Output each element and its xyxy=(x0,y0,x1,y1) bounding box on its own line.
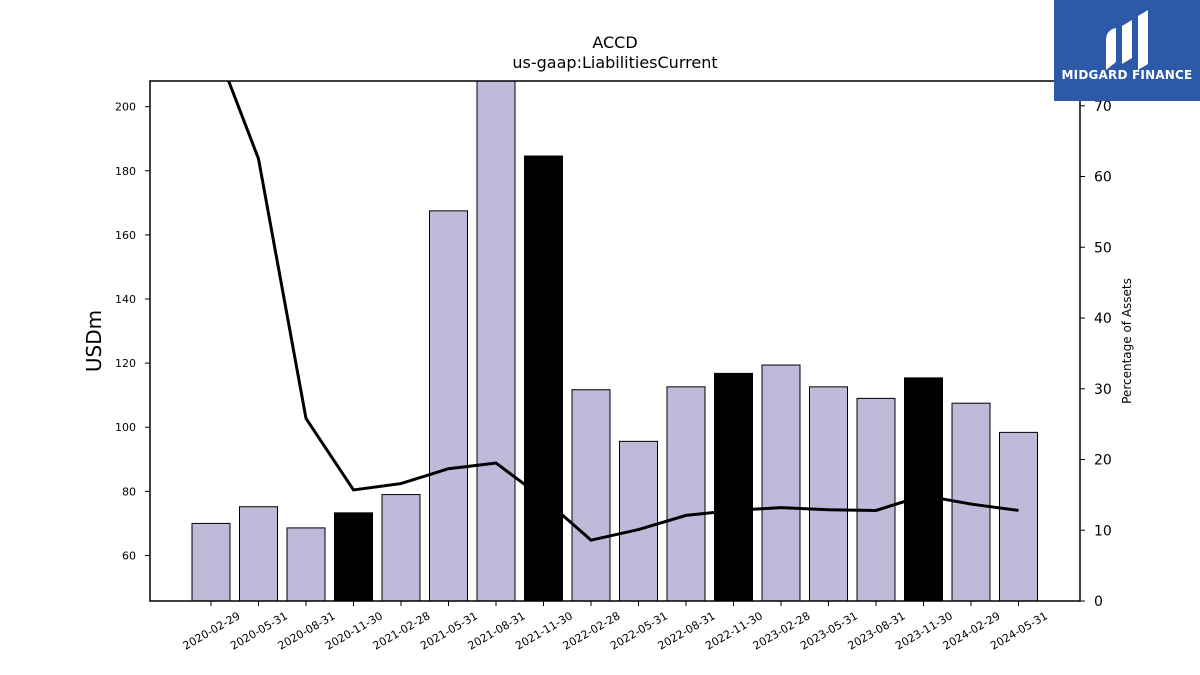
y-axis-label: USDm xyxy=(82,310,106,372)
bar xyxy=(809,386,848,602)
y-tick-label: 120 xyxy=(115,357,136,370)
bar xyxy=(524,155,563,602)
y2-tick-label: 40 xyxy=(1094,311,1112,327)
y-tick-label: 200 xyxy=(115,101,136,114)
y2-tick-label: 60 xyxy=(1094,170,1112,186)
bar xyxy=(334,512,373,602)
y-tick-label: 140 xyxy=(115,293,136,306)
y2-tick-label: 50 xyxy=(1094,240,1112,256)
bar xyxy=(381,494,421,602)
y2-tick-label: 30 xyxy=(1094,382,1112,398)
y2-axis-label: Percentage of Assets xyxy=(1120,278,1134,404)
y-tick-label: 160 xyxy=(115,229,136,242)
bar xyxy=(714,372,753,602)
bar xyxy=(429,210,468,602)
chart-subtitle: us-gaap:LiabilitiesCurrent xyxy=(512,53,717,72)
y2-tick-label: 0 xyxy=(1094,594,1103,610)
y-axis-left: 60 80 100 120 140 160 180 200 xyxy=(115,101,150,562)
y2-tick-label: 70 xyxy=(1094,99,1112,115)
bar xyxy=(904,377,943,602)
logo-mark-icon xyxy=(1106,10,1148,70)
bar xyxy=(286,527,326,602)
bar xyxy=(999,431,1038,602)
y2-tick-label: 10 xyxy=(1094,523,1112,539)
percent-line xyxy=(227,81,1019,542)
y-tick-label: 80 xyxy=(122,485,136,498)
line-series xyxy=(227,81,1019,542)
bar xyxy=(761,364,801,602)
bar-series xyxy=(191,80,1038,602)
y-tick-label: 180 xyxy=(115,165,136,178)
bar xyxy=(856,397,896,602)
brand-logo: MIDGARD FINANCE xyxy=(1054,0,1200,101)
y-tick-label: 60 xyxy=(122,549,136,562)
x-axis: 2020-02-292020-05-312020-08-312020-11-30… xyxy=(181,601,1050,653)
bar xyxy=(571,389,611,602)
bar xyxy=(666,386,706,602)
y2-tick-label: 20 xyxy=(1094,453,1112,469)
brand-name: MIDGARD FINANCE xyxy=(1061,68,1193,82)
y-tick-label: 100 xyxy=(115,421,136,434)
bar xyxy=(476,80,516,602)
y-axis-right: 0 10 20 30 40 50 60 70 xyxy=(1080,99,1112,610)
plot-frame xyxy=(149,80,1081,602)
bar xyxy=(619,440,658,602)
bar xyxy=(191,522,231,602)
chart-title: ACCD xyxy=(592,33,637,52)
bar xyxy=(239,506,278,602)
